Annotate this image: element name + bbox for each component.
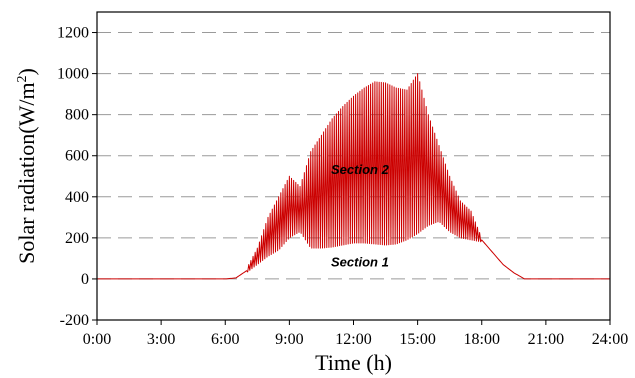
y-tick-label: 600 [65, 148, 89, 165]
x-tick-label: 9:00 [275, 331, 303, 348]
x-axis-title: Time (h) [315, 350, 392, 375]
x-tick-label: 21:00 [528, 331, 564, 348]
x-tick-label: 0:00 [83, 331, 111, 348]
x-tick-label: 12:00 [335, 331, 371, 348]
radiation-line [97, 73, 610, 280]
x-tick-label: 6:00 [211, 331, 239, 348]
y-axis: -200 0 200 400 600 800 1000 1200 [57, 25, 97, 329]
x-tick-label: 24:00 [592, 331, 628, 348]
annotation-label: Section 2 [331, 162, 390, 177]
y-tick-label: -200 [60, 312, 89, 329]
annotations: Section 2 Section 1 [331, 162, 390, 269]
y-tick-label: 0 [81, 271, 89, 288]
series-solar-radiation [97, 73, 610, 280]
annotation-label: Section 1 [331, 255, 389, 270]
y-tick-label: 400 [65, 189, 89, 206]
y-tick-label: 1000 [57, 66, 89, 83]
x-tick-label: 18:00 [464, 331, 500, 348]
y-axis-title: Solar radiation(W/m2) [14, 68, 39, 264]
y-tick-label: 800 [65, 107, 89, 124]
y-tick-label: 200 [65, 230, 89, 247]
x-axis: 0:00 3:00 6:00 9:00 12:00 15:00 18:00 21:00 24:0… [83, 320, 628, 348]
y-tick-label: 1200 [57, 25, 89, 42]
x-tick-label: 15:00 [399, 331, 435, 348]
x-tick-label: 3:00 [147, 331, 175, 348]
